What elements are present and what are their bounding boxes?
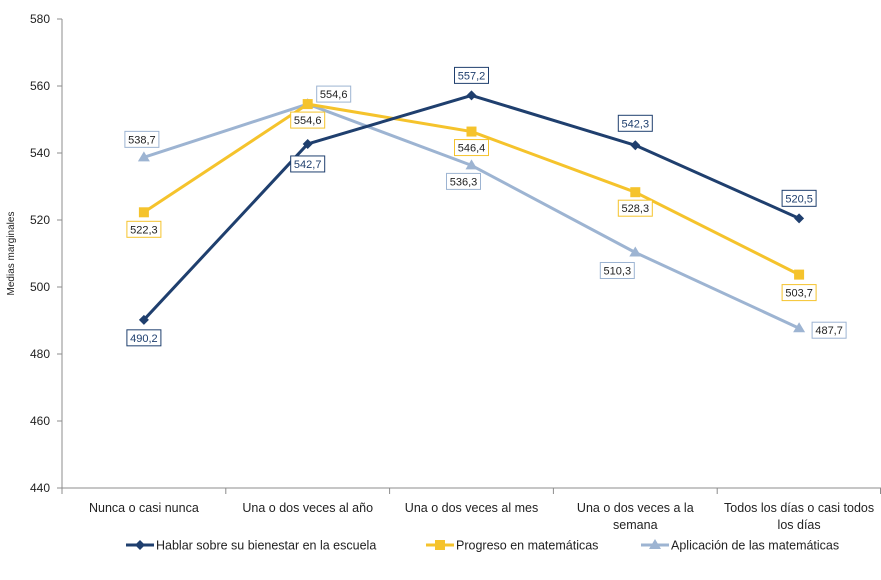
data-label: 542,7: [290, 155, 326, 173]
data-point: [630, 187, 641, 198]
data-label-box: [316, 85, 352, 103]
legend-label: Hablar sobre su bienestar en la escuela: [156, 539, 376, 553]
data-label-box: [781, 189, 817, 207]
data-label: 536,3: [446, 172, 481, 190]
data-point: [794, 213, 805, 224]
data-label-box: [290, 155, 326, 173]
legend: Hablar sobre su bienestar en la escuela P…: [126, 539, 839, 553]
data-label-text: 503,7: [785, 288, 813, 300]
data-label: 503,7: [781, 284, 817, 302]
legend-label: Aplicación de las matemáticas: [671, 539, 839, 553]
data-label-text: 542,3: [622, 118, 650, 130]
data-label: 510,3: [599, 261, 635, 279]
data-point: [466, 90, 477, 101]
x-category-label: Una o dos veces a la semana: [577, 501, 694, 532]
data-label-text: 554,6: [320, 89, 348, 101]
x-category-label: Nunca o casi nunca: [89, 501, 199, 515]
series-lines: [137, 90, 806, 333]
data-label-text: 557,2: [458, 70, 486, 82]
data-label-box: [811, 321, 847, 339]
data-label: 490,2: [126, 329, 162, 347]
data-label-text: 554,6: [294, 115, 322, 127]
legend-marker: [435, 540, 445, 550]
y-tick-label: 440: [30, 481, 50, 495]
data-point: [138, 314, 149, 325]
x-category-label: Una o dos veces al mes: [405, 501, 538, 515]
y-tick-label: 460: [30, 414, 50, 428]
data-label-text: 538,7: [128, 134, 156, 146]
data-label-text: 546,4: [458, 143, 486, 155]
legend-label: Progreso en matemáticas: [456, 539, 598, 553]
data-label-box: [124, 130, 160, 148]
data-label-text: 528,3: [622, 203, 650, 215]
series-square: [138, 99, 805, 280]
data-point: [302, 138, 313, 149]
data-point: [630, 140, 641, 151]
data-label-text: 490,2: [130, 333, 158, 345]
y-axis-title: Medias marginales: [6, 212, 17, 296]
data-label: 542,3: [617, 114, 653, 132]
data-point: [794, 269, 805, 280]
data-label: 557,2: [454, 66, 489, 84]
series-diamond: [138, 90, 805, 325]
data-label: 554,6: [290, 111, 326, 129]
y-tick-label: 540: [30, 146, 50, 160]
data-point: [465, 159, 478, 170]
data-label-text: 520,5: [785, 193, 813, 205]
data-point: [138, 207, 149, 218]
axes: 440 460 480 500 520 540 560 580 Nunca o casi nun…: [6, 12, 881, 532]
data-point: [137, 151, 150, 162]
data-label-box: [126, 329, 162, 347]
data-label-box: [126, 220, 162, 238]
data-label-box: [599, 261, 635, 279]
data-label-box: [617, 199, 653, 217]
y-tick-label: 480: [30, 347, 50, 361]
legend-marker: [649, 539, 661, 549]
data-label-box: [446, 172, 481, 190]
data-label-text: 510,3: [604, 265, 632, 277]
y-tick-label: 580: [30, 12, 50, 26]
legend-item: Aplicación de las matemáticas: [641, 539, 839, 553]
data-point: [466, 126, 477, 137]
data-point: [302, 99, 313, 110]
data-point: [793, 322, 806, 333]
x-category-label: Una o dos veces al año: [242, 501, 373, 515]
data-label-box: [454, 139, 489, 157]
data-label-box: [617, 114, 653, 132]
data-label-box: [781, 284, 817, 302]
data-label-text: 522,3: [130, 224, 158, 236]
data-label: 522,3: [126, 220, 162, 238]
x-category-label: Todos los días o casi todos los días: [724, 501, 874, 532]
legend-marker: [135, 540, 145, 550]
data-label-text: 542,7: [294, 159, 322, 171]
data-label-box: [454, 66, 489, 84]
data-label-box: [290, 111, 326, 129]
legend-item: Hablar sobre su bienestar en la escuela: [126, 539, 376, 553]
data-label: 546,4: [454, 139, 489, 157]
data-label: 538,7: [124, 130, 160, 148]
data-label: 528,3: [617, 199, 653, 217]
data-point: [629, 246, 642, 257]
y-tick-label: 560: [30, 79, 50, 93]
y-tick-label: 500: [30, 280, 50, 294]
data-label: 487,7: [811, 321, 847, 339]
data-label: 554,6: [316, 85, 352, 103]
data-labels: 490,2 542,7 557,2 542,3 520,5 522,3 554,6 546,4…: [124, 66, 847, 347]
data-label: 520,5: [781, 189, 817, 207]
legend-item: Progreso en matemáticas: [426, 539, 598, 553]
y-tick-label: 520: [30, 213, 50, 227]
data-label-text: 487,7: [815, 325, 843, 337]
data-label-text: 536,3: [450, 176, 478, 188]
